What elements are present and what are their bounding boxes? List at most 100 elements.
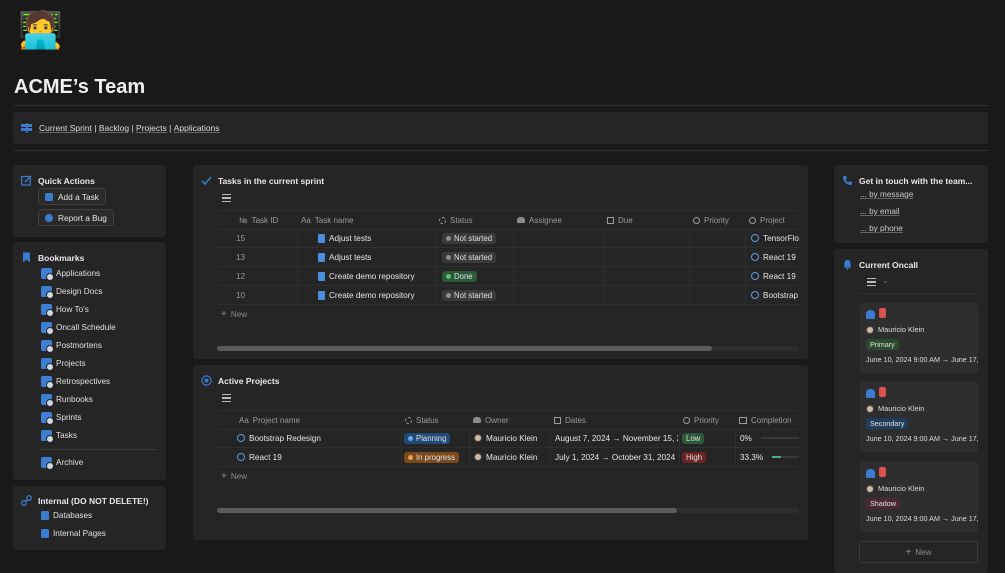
col-assignee[interactable]: Assignee xyxy=(517,211,562,229)
internal-databases[interactable]: Databases xyxy=(41,511,92,520)
oncall-entry-secondary[interactable]: Mauricio Klein Secondary June 10, 2024 9… xyxy=(860,382,979,452)
section-divider xyxy=(14,150,988,151)
nav-link-projects[interactable]: Projects xyxy=(136,123,167,133)
col-priority[interactable]: Priority xyxy=(693,211,729,229)
project-name[interactable]: Bootstrap Redesign xyxy=(237,429,321,447)
nav-link-applications[interactable]: Applications xyxy=(173,123,220,133)
completion-text: 33.3% xyxy=(740,452,764,462)
progress-track xyxy=(760,437,799,439)
task-status[interactable]: Not started xyxy=(442,229,497,247)
internal-pages[interactable]: Internal Pages xyxy=(41,529,106,538)
bookmark-oncall-schedule[interactable]: Oncall Schedule xyxy=(41,322,116,335)
bookmark-sprints[interactable]: Sprints xyxy=(41,412,81,425)
col-owner[interactable]: Owner xyxy=(473,411,509,429)
task-project[interactable]: TensorFlo xyxy=(751,229,799,247)
globe-icon xyxy=(751,291,759,299)
new-project-row[interactable]: + New xyxy=(221,467,247,485)
page-icon: 🧑‍💻 xyxy=(18,8,63,52)
bookmark-label: Postmortens xyxy=(56,341,102,350)
col-status[interactable]: Status xyxy=(405,411,439,429)
contact-by-phone-link[interactable]: ... by phone xyxy=(860,224,903,233)
col-project-name[interactable]: Aa Project name xyxy=(239,411,300,429)
col-dates[interactable]: Dates xyxy=(554,411,586,429)
contact-by-email-link[interactable]: ... by email xyxy=(860,207,900,216)
bookmark-postmortens[interactable]: Postmortens xyxy=(41,340,102,353)
oncall-title: Current Oncall xyxy=(859,259,919,270)
col-label: Owner xyxy=(485,415,509,425)
col-status[interactable]: Status xyxy=(439,211,473,229)
bookmark-tasks[interactable]: Tasks xyxy=(41,430,77,443)
task-name[interactable]: Adjust tests xyxy=(318,229,371,247)
bookmark-how-tos[interactable]: How To's xyxy=(41,304,89,317)
project-status[interactable]: In progress xyxy=(404,448,460,466)
nav-callout: Current Sprint | Backlog | Projects | Ap… xyxy=(13,112,988,144)
nav-link-current-sprint[interactable]: Current Sprint xyxy=(39,123,92,133)
project-name[interactable]: React 19 xyxy=(237,448,282,466)
chevron-down-icon[interactable]: ⌄ xyxy=(882,276,889,285)
project-owner[interactable]: Mauricio Klein xyxy=(474,429,537,447)
col-label: Assignee xyxy=(529,215,562,225)
nav-link-backlog[interactable]: Backlog xyxy=(98,123,130,133)
add-task-label: Add a Task xyxy=(58,191,99,202)
header-bottom-line xyxy=(217,429,799,430)
task-name[interactable]: Create demo repository xyxy=(318,267,415,285)
oncall-person: Mauricio Klein xyxy=(878,484,925,493)
bookmark-icon xyxy=(21,252,32,263)
globe-icon xyxy=(751,272,759,280)
text-prefix-icon: Aa xyxy=(301,215,311,225)
project-priority[interactable]: Low xyxy=(682,429,705,447)
page-title: ACME’s Team xyxy=(14,76,146,98)
task-status[interactable]: Not started xyxy=(442,248,497,266)
bookmark-archive[interactable]: Archive xyxy=(41,457,83,470)
projects-scroll-thumb[interactable] xyxy=(217,508,677,513)
task-name[interactable]: Adjust tests xyxy=(318,248,371,266)
oncall-entry-primary[interactable]: Mauricio Klein Primary June 10, 2024 9:0… xyxy=(860,303,979,373)
nav-separator: | xyxy=(129,123,137,133)
task-status[interactable]: Not started xyxy=(442,286,497,304)
report-bug-button[interactable]: Report a Bug xyxy=(38,209,114,226)
list-view-icon[interactable] xyxy=(222,394,231,402)
database-icon xyxy=(41,304,54,317)
task-project[interactable]: Bootstrap xyxy=(751,286,799,304)
list-view-icon[interactable] xyxy=(867,278,876,286)
tasks-scrollbar[interactable] xyxy=(217,346,799,351)
task-project[interactable]: React 19 xyxy=(751,248,799,266)
tasks-scroll-thumb[interactable] xyxy=(217,346,712,351)
internal-card: Internal (DO NOT DELETE!) xyxy=(13,486,166,550)
col-task-name[interactable]: Aa Task name xyxy=(301,211,353,229)
document-icon xyxy=(318,290,325,300)
bookmark-retrospectives[interactable]: Retrospectives xyxy=(41,376,111,389)
list-view-icon[interactable] xyxy=(222,194,231,202)
project-completion: 33.3% xyxy=(740,448,799,466)
project-status[interactable]: Planning xyxy=(404,429,451,447)
col-completion[interactable]: Completion xyxy=(739,411,791,429)
task-project[interactable]: React 19 xyxy=(751,267,799,285)
contact-by-message-link[interactable]: ... by message xyxy=(860,190,914,199)
new-oncall-button[interactable]: + New xyxy=(859,541,978,563)
task-name[interactable]: Create demo repository xyxy=(318,286,415,304)
project-text: TensorFlo xyxy=(763,233,799,243)
col-task-id[interactable]: № Task ID xyxy=(239,211,278,229)
signpost-icon xyxy=(21,123,32,133)
header-top-line xyxy=(217,410,799,411)
project-priority[interactable]: High xyxy=(682,448,707,466)
projects-scrollbar[interactable] xyxy=(217,508,799,513)
col-project[interactable]: Project xyxy=(749,211,785,229)
col-priority[interactable]: Priority xyxy=(683,411,719,429)
bookmark-design-docs[interactable]: Design Docs xyxy=(41,286,102,299)
status-text: Planning xyxy=(416,433,447,443)
bookmark-applications[interactable]: Applications xyxy=(41,268,100,281)
oncall-entry-shadow[interactable]: Mauricio Klein Shadow June 10, 2024 9:00… xyxy=(860,462,979,532)
project-owner[interactable]: Mauricio Klein xyxy=(474,448,537,466)
new-task-row[interactable]: + New xyxy=(221,305,247,320)
add-task-button[interactable]: Add a Task xyxy=(38,188,106,205)
database-stack-icon xyxy=(41,511,49,520)
task-status[interactable]: Done xyxy=(442,267,477,285)
document-icon xyxy=(318,233,325,243)
col-due[interactable]: Due xyxy=(607,211,633,229)
bookmark-projects[interactable]: Projects xyxy=(41,358,86,371)
bookmark-label: Retrospectives xyxy=(56,377,111,386)
task-name-text: Adjust tests xyxy=(329,233,372,243)
bookmark-runbooks[interactable]: Runbooks xyxy=(41,394,93,407)
status-text: Done xyxy=(454,271,473,281)
